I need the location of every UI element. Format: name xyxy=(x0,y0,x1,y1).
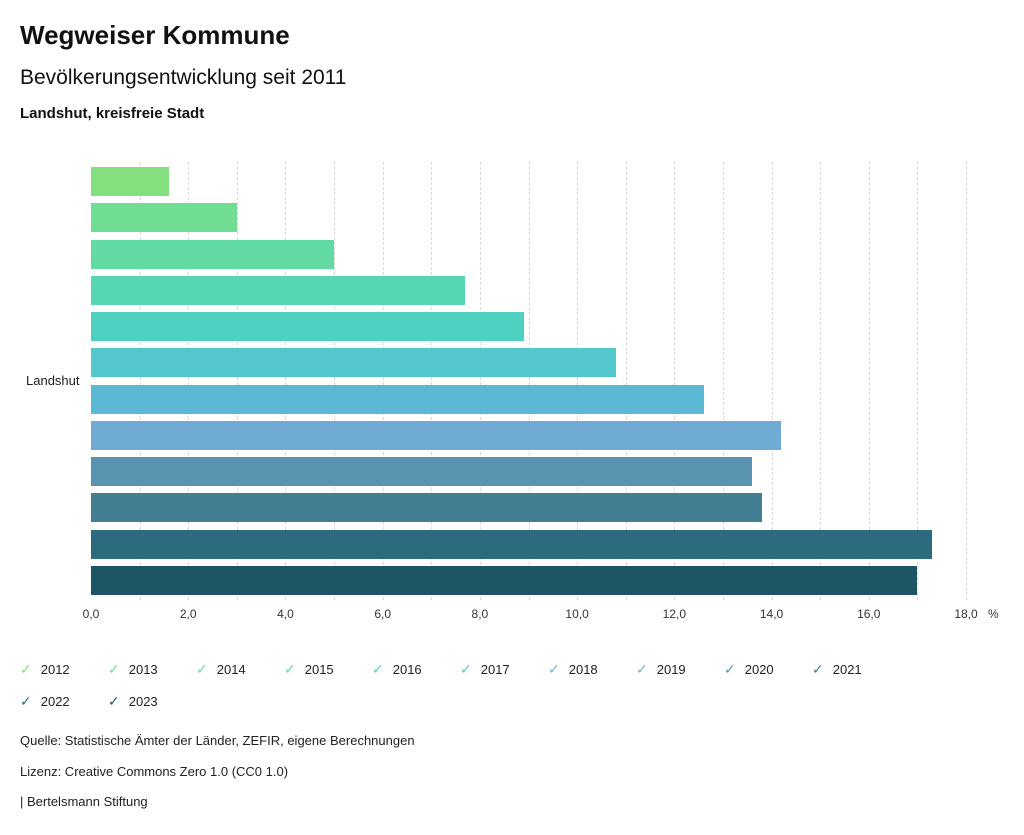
x-tick-label: 2,0 xyxy=(179,607,197,621)
gridline xyxy=(431,162,433,600)
chart-plot-area xyxy=(91,162,967,600)
bar-2015[interactable] xyxy=(91,275,466,305)
source-text: Quelle: Statistische Ämter der Länder, Z… xyxy=(20,733,415,748)
x-tick-label: 10,0 xyxy=(565,607,589,621)
check-icon: ✓ xyxy=(20,661,32,677)
brand-text: | Bertelsmann Stiftung xyxy=(20,794,148,809)
legend-label: 2019 xyxy=(656,661,686,677)
legend: ✓ 2012 ✓ 2013 ✓ 2014 ✓ 2015 ✓ 2016 ✓ 2017 ✓ 2018 ✓ 2019… xyxy=(20,660,920,710)
bar-2020[interactable] xyxy=(91,457,753,487)
x-tick-label: 14,0 xyxy=(759,607,784,621)
gridline xyxy=(236,162,238,600)
gridlines xyxy=(91,162,967,600)
legend-label: 2014 xyxy=(216,661,246,677)
x-tick-label: 8,0 xyxy=(471,607,489,621)
x-tick-label: 18,0 xyxy=(954,607,978,621)
x-tick-label: 6,0 xyxy=(374,607,391,621)
legend-item-2016[interactable]: ✓ 2016 xyxy=(372,660,460,678)
legend-label: 2013 xyxy=(128,661,158,677)
bars xyxy=(91,162,966,600)
legend-label: 2017 xyxy=(480,661,510,677)
legend-label: 2022 xyxy=(40,693,70,709)
check-icon: ✓ xyxy=(284,661,296,677)
check-icon: ✓ xyxy=(724,661,736,677)
check-icon: ✓ xyxy=(20,693,32,709)
legend-item-2012[interactable]: ✓ 2012 xyxy=(20,660,108,678)
y-axis-label: Landshut xyxy=(26,373,80,388)
legend-label: 2021 xyxy=(832,661,862,677)
legend-item-2020[interactable]: ✓ 2020 xyxy=(724,660,812,678)
bar-2016[interactable] xyxy=(91,312,524,342)
legend-item-2015[interactable]: ✓ 2015 xyxy=(284,660,372,678)
gridline xyxy=(479,162,481,600)
legend-item-2019[interactable]: ✓ 2019 xyxy=(636,660,724,678)
chart-title: Bevölkerungsentwicklung seit 2011 xyxy=(20,66,347,89)
bar-2014[interactable] xyxy=(91,239,335,269)
gridline xyxy=(820,162,822,600)
legend-item-2018[interactable]: ✓ 2018 xyxy=(548,660,636,678)
x-tick-label: 12,0 xyxy=(662,607,687,621)
gridline xyxy=(625,162,627,600)
gridline xyxy=(674,162,676,600)
x-axis-unit: % xyxy=(988,607,999,621)
gridline xyxy=(722,162,724,600)
legend-item-2021[interactable]: ✓ 2021 xyxy=(812,660,900,678)
legend-item-2022[interactable]: ✓ 2022 xyxy=(20,692,108,710)
gridline xyxy=(868,162,870,600)
legend-label: 2015 xyxy=(304,661,334,677)
legend-item-2023[interactable]: ✓ 2023 xyxy=(108,692,196,710)
gridline xyxy=(139,162,141,600)
x-tick-label: 0,0 xyxy=(82,607,100,621)
legend-label: 2020 xyxy=(744,661,774,677)
bar-2022[interactable] xyxy=(91,529,932,559)
check-icon: ✓ xyxy=(196,661,208,677)
bar-2019[interactable] xyxy=(91,420,782,450)
bar-2021[interactable] xyxy=(91,493,762,523)
bar-2017[interactable] xyxy=(91,348,616,378)
legend-label: 2018 xyxy=(568,661,598,677)
legend-label: 2012 xyxy=(40,661,70,677)
gridline xyxy=(334,162,336,600)
gridline xyxy=(771,162,773,600)
bar-2018[interactable] xyxy=(91,384,704,414)
check-icon: ✓ xyxy=(636,661,648,677)
x-axis: 0,0 2,0 4,0 6,0 8,0 10,0 12,0 14,0 16,0 18,0 xyxy=(83,607,978,625)
bar-2012[interactable] xyxy=(91,167,169,196)
check-icon: ✓ xyxy=(372,661,384,677)
gridline xyxy=(966,162,967,600)
page-title: Wegweiser Kommune xyxy=(20,20,290,50)
legend-item-2017[interactable]: ✓ 2017 xyxy=(460,660,548,678)
x-tick-label: 16,0 xyxy=(857,607,881,621)
check-icon: ✓ xyxy=(108,693,120,709)
gridline xyxy=(917,162,919,600)
region-label: Landshut, kreisfreie Stadt xyxy=(20,105,205,122)
bar-2013[interactable] xyxy=(91,203,237,233)
check-icon: ✓ xyxy=(108,661,120,677)
legend-item-2014[interactable]: ✓ 2014 xyxy=(196,660,284,678)
check-icon: ✓ xyxy=(548,661,560,677)
check-icon: ✓ xyxy=(812,661,824,677)
check-icon: ✓ xyxy=(460,661,472,677)
gridline xyxy=(285,162,287,600)
gridline xyxy=(382,162,384,600)
gridline xyxy=(188,162,190,600)
legend-label: 2023 xyxy=(128,693,158,709)
legend-label: 2016 xyxy=(392,661,422,677)
license-text: Lizenz: Creative Commons Zero 1.0 (CC0 1… xyxy=(20,764,289,779)
bar-2023[interactable] xyxy=(91,565,918,595)
gridline xyxy=(577,162,579,600)
gridline xyxy=(528,162,530,600)
legend-item-2013[interactable]: ✓ 2013 xyxy=(108,660,196,678)
x-tick-label: 4,0 xyxy=(277,607,294,621)
